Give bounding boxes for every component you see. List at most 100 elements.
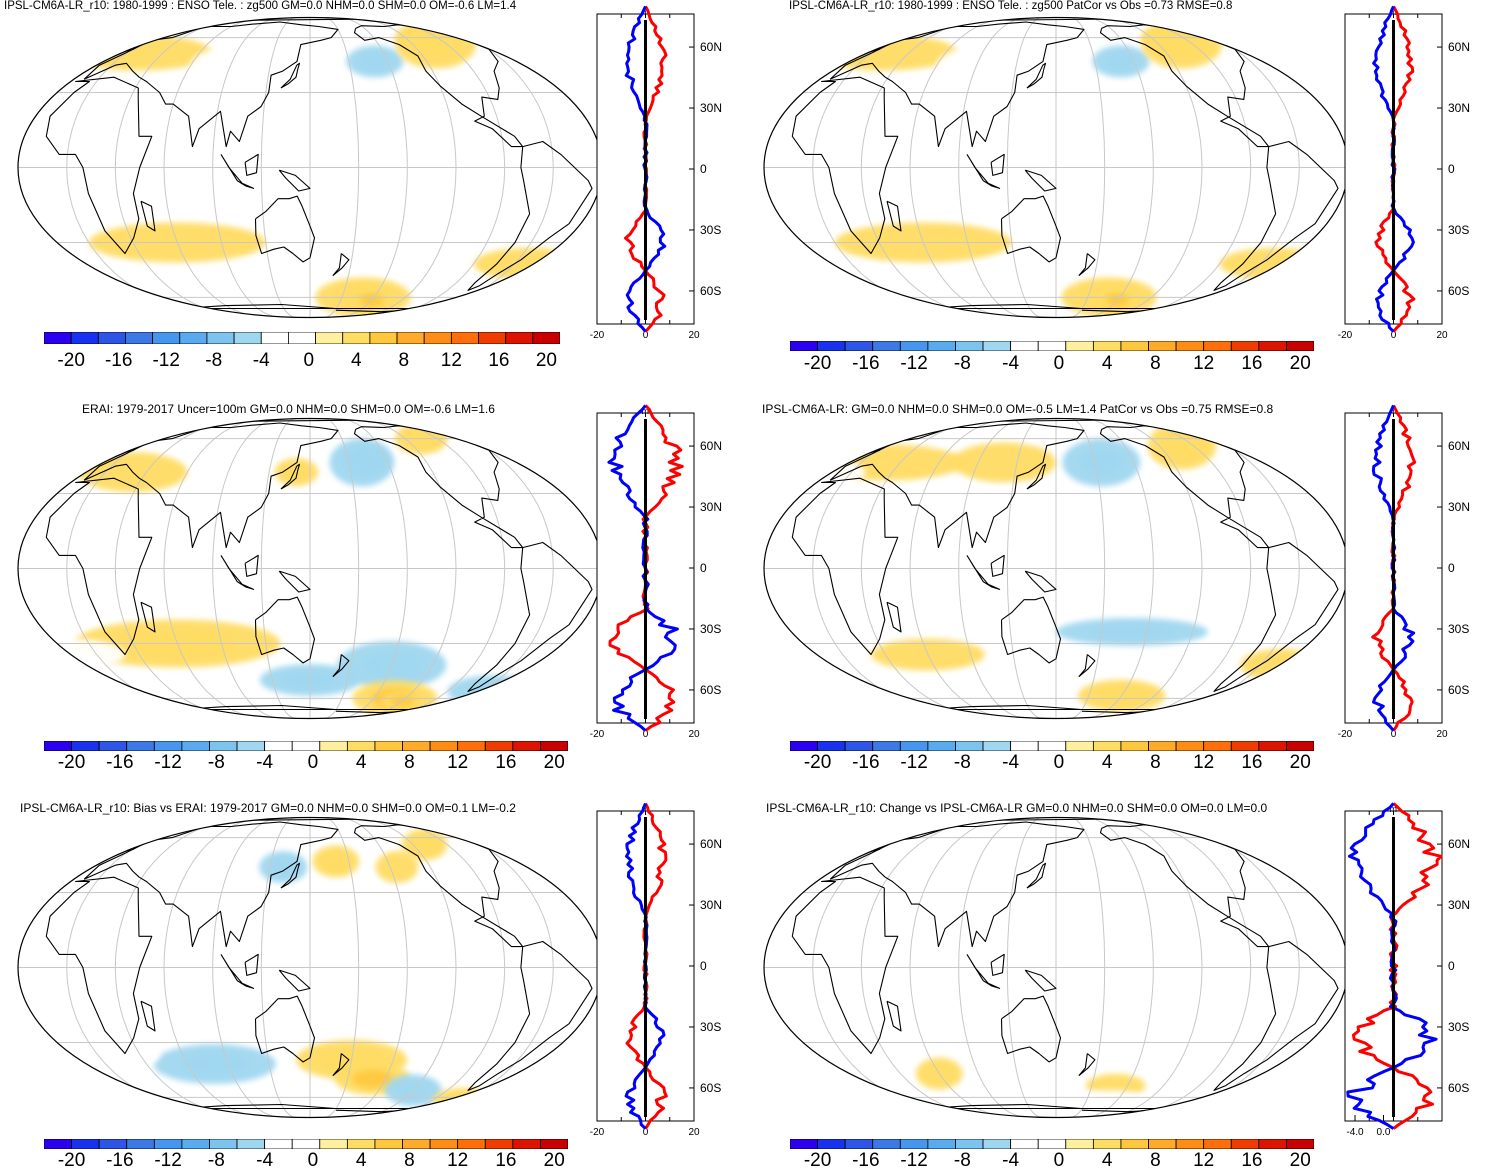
longitude-gridline: [212, 418, 283, 719]
colorbar-tick-label: 4: [355, 1150, 367, 1171]
colorbar-swatch: [1092, 740, 1122, 752]
unit-label: m: [1390, 804, 1398, 814]
colorbar-swatch: [789, 740, 818, 752]
anomaly-region: [952, 442, 1056, 483]
colorbar-tick-label: 12: [447, 1150, 469, 1171]
zonal-profile-model-r10: m 60N 30N 0 30S 60S -20 0 20: [590, 5, 722, 341]
colorbar-swatch: [1286, 340, 1315, 352]
colorbar-swatch: [457, 740, 486, 752]
colorbar-tick-label: 0: [303, 350, 315, 371]
colorbar-swatch: [1092, 340, 1122, 352]
colorbar-swatch: [423, 331, 452, 345]
longitude-gridline: [323, 418, 360, 719]
longitude-gridline: [909, 17, 1016, 318]
colorbar-swatch: [152, 331, 181, 345]
colorbar-labels-model-r10: -20 -16 -12 -8 -4 0 4 8 12 16 20: [44, 350, 560, 372]
latitude-label: 30S: [1448, 1020, 1469, 1034]
colorbar-swatch: [260, 331, 289, 345]
anomaly-region: [1085, 855, 1136, 888]
colorbar-tick-label: -4: [256, 752, 274, 773]
colorbar-swatch: [1203, 740, 1232, 752]
colorbar-tick-label: -16: [852, 353, 880, 374]
latitude-label: 60S: [700, 683, 721, 697]
coastline: [278, 570, 311, 593]
colorbar-swatch: [532, 331, 561, 345]
longitude-gridline: [1069, 817, 1106, 1118]
coastline: [280, 862, 301, 889]
coastline: [45, 76, 153, 255]
coastline: [45, 876, 153, 1055]
coastline: [332, 1053, 350, 1076]
colorbar-tick-label: -20: [803, 1150, 832, 1171]
latitude-label: 60N: [700, 439, 722, 453]
colorbar-swatch: [346, 740, 376, 752]
anomaly-region: [1189, 287, 1272, 312]
colorbar-swatch: [1148, 340, 1177, 352]
profile-tick-label: 0: [643, 330, 649, 341]
colorbar-swatch: [125, 331, 154, 345]
colorbar-tick-label: 0: [1053, 353, 1065, 374]
longitude-gridline: [350, 17, 457, 318]
colorbar-swatch: [233, 331, 262, 345]
colorbar-tick-label: 0: [1053, 752, 1065, 773]
coastline: [278, 969, 311, 992]
colorbar-labels-erai: -20 -16 -12 -8 -4 0 4 8 12 16 20: [44, 752, 568, 774]
anomaly-region: [65, 34, 213, 71]
coastline: [244, 554, 259, 577]
longitude-gridline: [860, 418, 1002, 719]
longitude-gridline: [1006, 817, 1043, 1118]
colorbar-swatch: [71, 1138, 100, 1150]
map-model-r10-patcor: [763, 16, 1349, 319]
colorbar-swatch: [1175, 740, 1205, 752]
longitude-gridline: [909, 817, 1016, 1118]
profile-tick-label: -20: [590, 1127, 605, 1138]
longitude-gridline: [958, 418, 1029, 719]
longitude-gridline: [1006, 17, 1043, 318]
longitude-gridline: [260, 418, 297, 719]
colorbar-tick-label: 20: [1289, 752, 1311, 773]
longitude-gridline: [1110, 418, 1252, 719]
colorbar-swatch: [374, 1138, 403, 1150]
colorbar-swatch: [1010, 740, 1039, 752]
colorbar-swatch: [844, 740, 874, 752]
colorbar-tick-label: 8: [404, 752, 415, 773]
anomaly-core: [356, 451, 380, 470]
colorbar-swatch: [982, 740, 1012, 752]
longitude-gridline: [337, 817, 408, 1118]
colorbar-swatch: [512, 1138, 541, 1150]
colorbar-tick-label: 0: [307, 1150, 319, 1171]
colorbar-swatch: [817, 340, 846, 352]
latitude-label: 30N: [1448, 898, 1470, 912]
colorbar-swatch: [369, 331, 398, 345]
colorbar-swatch: [1065, 340, 1094, 352]
colorbar-swatch: [429, 740, 459, 752]
longitude-gridline: [212, 817, 283, 1118]
colorbar-swatch: [927, 740, 956, 752]
colorbar-swatch: [899, 740, 929, 752]
colorbar-swatch: [1092, 1138, 1122, 1150]
map-change-vs-ensemble: [763, 816, 1349, 1119]
colorbar-swatch: [540, 740, 569, 752]
profile-tick-label: -20: [590, 330, 605, 341]
panel-title: IPSL-CM6A-LR_r10: Bias vs ERAI: 1979-201…: [20, 801, 516, 815]
colorbar-swatch: [71, 740, 100, 752]
colorbar-swatch: [264, 740, 293, 752]
colorbar-swatch: [1120, 740, 1149, 752]
colorbar-tick-label: -12: [154, 752, 182, 773]
colorbar-tick-label: 8: [1150, 1150, 1161, 1171]
colorbar-swatch: [1037, 340, 1067, 352]
zonal-profile-bias-vs-erai: m 60N 30N 0 30S 60S -20 0 20: [590, 802, 722, 1138]
colorbar-tick-label: 12: [1193, 752, 1215, 773]
coastline: [467, 940, 593, 1091]
colorbar-tick-label: 20: [543, 1150, 565, 1171]
longitude-gridline: [1069, 418, 1106, 719]
coastline: [990, 953, 1005, 976]
coastline: [220, 555, 255, 590]
colorbar-tick-label: -12: [154, 1150, 182, 1171]
colorbar-swatch: [927, 1138, 956, 1150]
coastline: [886, 1000, 902, 1032]
longitude-gridline: [114, 817, 256, 1118]
anomaly-region: [432, 1087, 495, 1112]
anomaly-core: [269, 858, 297, 876]
map-model-ensemble: [763, 417, 1349, 720]
